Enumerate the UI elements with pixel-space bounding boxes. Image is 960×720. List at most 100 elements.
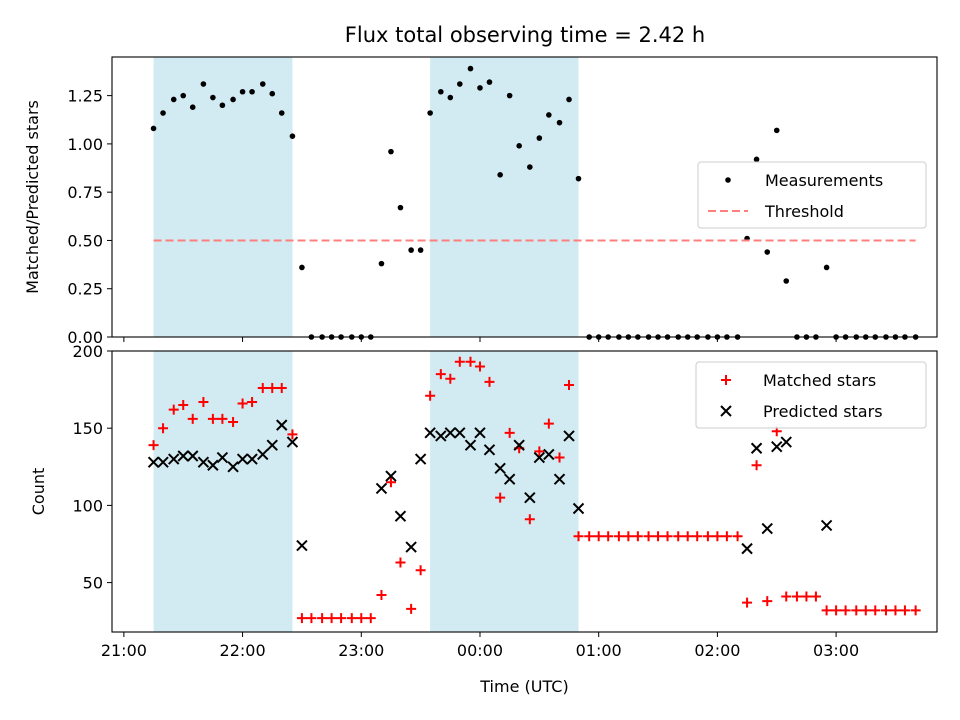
ratio-panel: 0.00 0.25 0.50 0.75 1.00 1.25 Matched/Predicte… bbox=[23, 56, 938, 347]
data-point bbox=[157, 456, 169, 468]
data-point bbox=[257, 448, 269, 461]
data-point bbox=[712, 531, 723, 542]
data-point bbox=[762, 596, 773, 607]
data-point bbox=[860, 605, 871, 616]
data-point bbox=[438, 88, 444, 95]
y-tick-label: 200 bbox=[72, 342, 103, 361]
x-tick-label: 02:00 bbox=[694, 641, 740, 660]
data-point bbox=[219, 102, 226, 109]
data-point bbox=[168, 404, 179, 415]
shaded-interval bbox=[153, 351, 293, 632]
data-point bbox=[506, 92, 513, 99]
y-axis-label: Count bbox=[29, 468, 48, 516]
data-point bbox=[454, 356, 465, 367]
data-point bbox=[504, 427, 515, 438]
data-point bbox=[424, 427, 436, 439]
data-point bbox=[741, 542, 753, 555]
data-point bbox=[673, 531, 684, 542]
data-point bbox=[702, 531, 713, 542]
data-point bbox=[584, 531, 595, 542]
data-point bbox=[513, 439, 525, 451]
data-point bbox=[385, 477, 396, 488]
x-tick-label: 21:00 bbox=[101, 641, 147, 660]
axes-frame bbox=[111, 350, 938, 633]
legend-box bbox=[695, 361, 927, 429]
data-point bbox=[771, 441, 783, 453]
data-point bbox=[721, 531, 732, 542]
legend-box bbox=[697, 161, 927, 229]
data-point bbox=[643, 531, 654, 542]
data-point bbox=[742, 597, 753, 608]
data-point bbox=[346, 613, 357, 624]
data-point bbox=[467, 65, 474, 72]
data-point bbox=[178, 400, 189, 411]
data-point bbox=[801, 591, 812, 602]
data-point bbox=[296, 613, 307, 624]
data-point bbox=[820, 519, 833, 532]
data-point bbox=[464, 439, 477, 451]
data-point bbox=[851, 605, 862, 616]
data-point bbox=[465, 356, 476, 367]
data-point bbox=[227, 461, 239, 473]
data-point bbox=[388, 148, 394, 155]
data-point bbox=[546, 112, 552, 118]
data-point bbox=[286, 436, 299, 448]
data-point bbox=[427, 110, 433, 116]
y-axis-label: Matched/Predicted stars bbox=[23, 100, 42, 294]
y-tick-label: 0.25 bbox=[67, 280, 103, 299]
data-point bbox=[395, 557, 406, 568]
data-point bbox=[336, 613, 347, 624]
data-point bbox=[230, 96, 236, 103]
data-point bbox=[385, 470, 397, 482]
data-point bbox=[296, 539, 308, 552]
data-point bbox=[791, 591, 802, 602]
data-point bbox=[543, 418, 554, 429]
data-point bbox=[207, 413, 218, 424]
data-point bbox=[899, 605, 910, 616]
data-point bbox=[524, 514, 535, 525]
data-point bbox=[497, 171, 503, 178]
legend: Measurements Threshold bbox=[697, 161, 927, 229]
data-point bbox=[543, 448, 555, 461]
data-point bbox=[247, 396, 258, 407]
legend-marker bbox=[721, 375, 731, 385]
data-point bbox=[200, 81, 207, 87]
data-point bbox=[187, 413, 198, 424]
data-point bbox=[326, 613, 337, 624]
data-point bbox=[566, 96, 572, 103]
data-point bbox=[239, 88, 246, 95]
legend-label: Matched stars bbox=[763, 371, 876, 390]
y-tick-label: 0.50 bbox=[67, 231, 103, 250]
data-point bbox=[632, 531, 643, 542]
data-point bbox=[180, 92, 187, 99]
legend-label: Measurements bbox=[765, 171, 883, 190]
data-point bbox=[486, 79, 493, 85]
data-point bbox=[425, 390, 436, 401]
data-point bbox=[170, 96, 177, 103]
data-point bbox=[516, 143, 522, 149]
y-tick-label: 1.00 bbox=[67, 135, 103, 154]
data-point bbox=[444, 427, 457, 439]
legend-label: Predicted stars bbox=[763, 402, 883, 421]
data-point bbox=[533, 451, 546, 464]
data-point bbox=[840, 605, 851, 616]
data-point bbox=[417, 247, 424, 253]
data-point bbox=[267, 383, 278, 394]
data-point bbox=[276, 419, 288, 431]
data-point bbox=[454, 427, 466, 439]
data-point bbox=[527, 164, 533, 170]
data-point bbox=[783, 278, 790, 284]
data-point bbox=[376, 589, 387, 600]
data-point bbox=[890, 605, 901, 616]
data-point bbox=[503, 473, 516, 485]
legend-marker bbox=[725, 177, 731, 183]
data-point bbox=[148, 440, 159, 451]
data-point bbox=[593, 531, 604, 542]
data-point bbox=[150, 125, 157, 132]
data-point bbox=[375, 482, 388, 495]
data-point bbox=[556, 119, 563, 126]
data-point bbox=[406, 603, 417, 614]
data-point bbox=[414, 453, 427, 465]
data-point bbox=[445, 373, 456, 384]
data-point bbox=[415, 565, 426, 576]
